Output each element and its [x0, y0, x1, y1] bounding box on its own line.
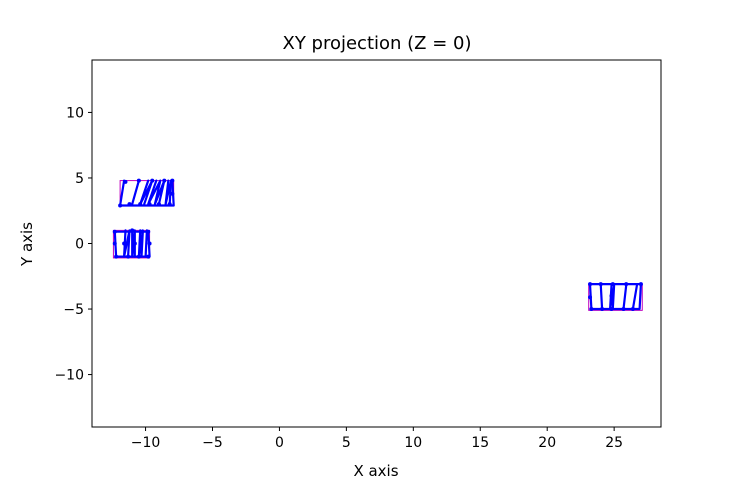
data-point-17	[136, 254, 141, 259]
data-point-14	[112, 241, 117, 246]
x-axis-label: X axis	[353, 462, 398, 480]
data-point-35	[588, 295, 593, 300]
x-tick-label: 20	[538, 435, 556, 451]
data-point-23	[122, 241, 127, 246]
data-point-32	[609, 307, 614, 312]
chart-title: XY projection (Z = 0)	[282, 33, 471, 54]
data-point-7	[123, 179, 128, 184]
data-point-24	[132, 241, 137, 246]
data-point-1	[118, 203, 123, 208]
trajectory-stroke-14	[622, 284, 628, 311]
data-point-5	[156, 202, 161, 207]
trajectory-stroke-3	[139, 179, 154, 206]
data-point-3	[138, 202, 143, 207]
data-point-33	[621, 307, 626, 312]
data-point-30	[589, 307, 594, 312]
data-point-11	[170, 178, 175, 183]
x-tick-label: 15	[471, 435, 489, 451]
x-tick-label: −5	[202, 435, 223, 451]
trajectory-stroke-2	[131, 179, 140, 206]
x-tick-label: 5	[342, 435, 351, 451]
data-point-27	[610, 282, 615, 287]
data-point-8	[136, 178, 141, 183]
trajectory-stroke-5	[164, 179, 173, 206]
data-point-26	[598, 282, 603, 287]
data-point-25	[588, 282, 593, 287]
trajectory-stroke-11	[588, 283, 643, 311]
trajectory-stroke-10	[144, 229, 148, 258]
data-point-10	[162, 178, 167, 183]
data-point-13	[112, 229, 117, 234]
x-tick-label: 25	[605, 435, 623, 451]
data-point-12	[170, 191, 175, 196]
data-point-4	[147, 202, 152, 207]
data-point-9	[150, 178, 155, 183]
data-point-16	[126, 254, 131, 259]
plot-marks	[112, 178, 643, 312]
data-point-20	[146, 229, 151, 234]
data-point-6	[167, 202, 172, 207]
data-point-36	[609, 293, 614, 298]
y-tick-label: 5	[75, 171, 84, 187]
x-axis-ticks: −10 −5 0 5 10 15 20 25	[131, 427, 623, 451]
plot-frame	[91, 59, 662, 428]
data-point-28	[624, 282, 629, 287]
y-tick-label: −5	[63, 302, 84, 318]
x-tick-label: 0	[275, 435, 284, 451]
data-point-31	[600, 307, 605, 312]
data-point-22	[139, 229, 144, 234]
x-tick-label: −10	[131, 435, 161, 451]
y-tick-label: −10	[54, 368, 84, 384]
data-point-15	[114, 254, 119, 259]
trajectory-stroke-12	[599, 284, 604, 311]
trajectory-stroke-4	[147, 179, 166, 206]
data-point-21	[130, 228, 135, 233]
data-point-19	[147, 241, 152, 246]
x-tick-label: 10	[404, 435, 422, 451]
data-point-34	[630, 307, 635, 312]
y-tick-label: 10	[66, 105, 84, 121]
data-point-2	[127, 202, 132, 207]
y-axis-ticks: −10 −5 0 5 10	[54, 105, 92, 384]
data-point-18	[146, 254, 151, 259]
trajectory-stroke-9	[137, 229, 144, 258]
trajectory-stroke-15	[631, 284, 639, 311]
data-point-29	[638, 282, 643, 287]
y-axis-label: Y axis	[18, 222, 36, 267]
y-tick-label: 0	[75, 237, 84, 253]
